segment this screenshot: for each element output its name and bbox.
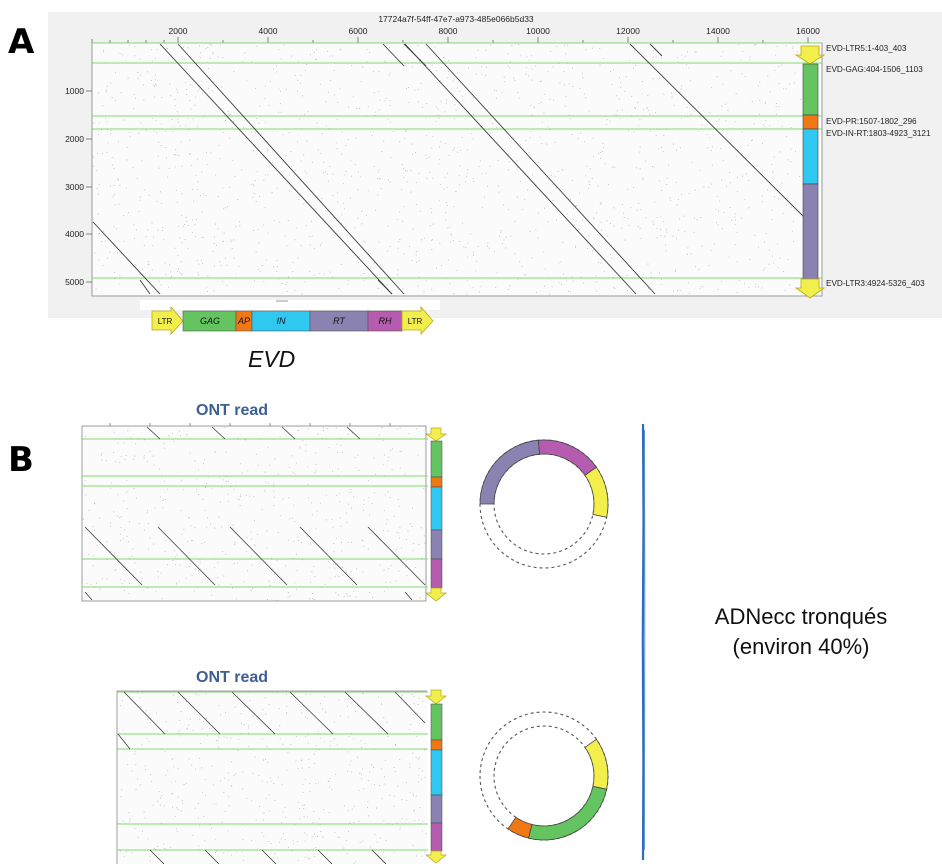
diagonal-alignments — [92, 43, 806, 295]
ont-read-2-dotplot — [116, 689, 447, 864]
y-tick-label: 3000 — [65, 182, 84, 192]
ont-read-title-2: ONT read — [196, 669, 269, 686]
x-tick-label: 4000 — [259, 26, 278, 36]
annotation-label: EVD-LTR5:1-403_403 — [826, 44, 907, 53]
x-tick-label: 10000 — [526, 26, 550, 36]
truncated-eccdna-caption: ADNecc tronqués (environ 40%) — [676, 602, 926, 662]
in-block — [802, 128, 819, 185]
rt-arc — [479, 439, 541, 505]
rt-block — [430, 794, 443, 824]
rt-block — [802, 183, 819, 280]
x-tick-label: 8000 — [439, 26, 458, 36]
annotation-label: EVD-LTR3:4924-5326_403 — [826, 279, 925, 288]
rh-block — [430, 558, 443, 589]
ltr-arrow-bottom — [425, 850, 447, 864]
header-id: 17724a7f-54ff-47e7-a973-485e066b5d33 — [378, 14, 534, 24]
x-tick-label: 6000 — [349, 26, 368, 36]
x-tick-label: 12000 — [616, 26, 640, 36]
pr-block — [430, 476, 443, 488]
annotation-bar — [794, 45, 826, 299]
ltr-arrow-top — [425, 689, 447, 705]
pr-block — [430, 739, 443, 751]
map-label: RH — [379, 316, 392, 326]
map-label: LTR — [408, 317, 423, 326]
caption-line-1: ADNecc tronqués — [714, 604, 888, 629]
y-tick-label: 4000 — [65, 229, 84, 239]
gag-arc — [528, 785, 608, 841]
ltr5-arrow — [794, 45, 826, 65]
gag-block — [430, 440, 443, 478]
x-tick-label: 16000 — [796, 26, 820, 36]
y-tick-label: 5000 — [65, 277, 84, 287]
in-block — [430, 486, 443, 531]
pr-arc — [507, 816, 533, 839]
pr-block — [802, 114, 819, 130]
rt-block — [430, 529, 443, 560]
panel-b-letter: B — [8, 440, 34, 480]
ltr3-arrow — [794, 278, 826, 299]
x-axis: 2000 4000 6000 8000 10000 12000 14000 16… — [169, 26, 821, 36]
in-block — [430, 749, 443, 796]
ltr-arc — [584, 738, 609, 790]
ltr-arc — [584, 466, 609, 518]
ltr-left-arrow — [151, 305, 184, 336]
x-tick-label: 14000 — [706, 26, 730, 36]
vertical-separator — [641, 423, 646, 861]
panel-a-dotplot: 17724a7f-54ff-47e7-a973-485e066b5d33 200… — [48, 12, 942, 318]
ltr-arrow-top — [424, 427, 448, 442]
ltr-right-arrow — [401, 305, 434, 336]
annotation-label: EVD-PR:1507-1802_296 — [826, 117, 917, 126]
map-label: RT — [333, 316, 346, 326]
y-tick-label: 2000 — [65, 134, 84, 144]
gag-block — [430, 703, 443, 741]
y-tick-label: 1000 — [65, 86, 84, 96]
rh-arc — [537, 439, 597, 476]
annotation-label: EVD-GAG:404-1506_1103 — [826, 65, 923, 74]
map-label: IN — [277, 316, 287, 326]
caption-line-2: (environ 40%) — [732, 634, 870, 659]
ont-read-title-1: ONT read — [196, 402, 269, 419]
ltr-arrow-bottom — [425, 587, 447, 602]
noise-dots — [93, 44, 801, 295]
map-label: LTR — [158, 317, 173, 326]
eccdna-circle-1 — [479, 439, 609, 569]
ont-read-1-dotplot — [81, 423, 448, 602]
panel-a-letter: A — [8, 22, 35, 62]
map-label: GAG — [200, 316, 220, 326]
y-axis: 1000 2000 3000 4000 5000 — [65, 86, 84, 287]
rh-block — [430, 822, 443, 852]
gag-block — [802, 63, 819, 116]
noise-dots — [118, 692, 427, 864]
boundary-lines — [92, 42, 822, 279]
annotation-labels: EVD-LTR5:1-403_403 EVD-GAG:404-1506_1103… — [826, 44, 931, 288]
eccdna-circle-2 — [479, 711, 609, 841]
annotation-label: EVD-IN-RT:1803-4923_3121 — [826, 129, 931, 138]
map-label: AP — [237, 316, 250, 326]
x-tick-label: 2000 — [169, 26, 188, 36]
evd-genome-map: LTR GAG AP IN RT RH LTR — [140, 300, 440, 336]
map-caption: EVD — [248, 346, 296, 372]
